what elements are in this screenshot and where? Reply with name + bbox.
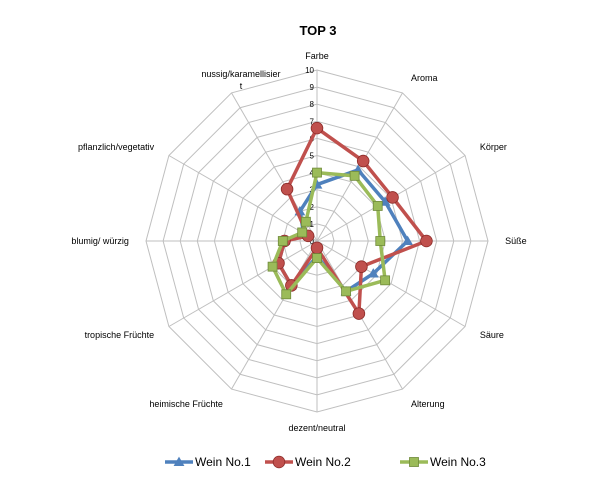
data-point (312, 253, 322, 264)
tick-label: 10 (305, 66, 314, 75)
tick-label: 0 (310, 237, 315, 246)
category-label: Süße (505, 236, 527, 246)
tick-label: 2 (310, 203, 315, 212)
grid-spoke (316, 240, 466, 327)
grid-spoke (168, 155, 318, 242)
legend-label: Wein No.1 (195, 455, 251, 469)
data-point (367, 268, 379, 278)
category-label: blumig/ würzig (71, 236, 129, 246)
tick-label: 4 (310, 169, 315, 178)
data-point (300, 216, 311, 227)
data-point (349, 170, 360, 181)
tick-label: 5 (310, 152, 315, 161)
data-point (375, 236, 386, 246)
data-point (341, 286, 351, 297)
data-point (310, 121, 324, 135)
data-point (272, 455, 286, 469)
data-point (420, 234, 433, 248)
legend: Wein No.1 Wein No.2 Wein No.3 (165, 455, 486, 469)
tick-label: 8 (310, 100, 315, 109)
tick-label: 7 (310, 117, 315, 126)
category-label: tropische Früchte (85, 330, 155, 340)
category-label: Alterung (411, 399, 445, 409)
grid-spoke (231, 92, 318, 242)
category-label: Aroma (411, 73, 438, 83)
data-point (310, 241, 324, 255)
legend-item: Wein No.2 (265, 455, 351, 469)
series-layer (267, 121, 433, 320)
data-point (386, 191, 399, 204)
category-label: Körper (480, 142, 507, 152)
data-point (380, 275, 391, 286)
category-label: nussig/karamellisier t (201, 69, 280, 91)
data-point (297, 227, 308, 238)
data-point (267, 261, 278, 272)
data-point (280, 182, 294, 196)
data-point (277, 236, 288, 246)
chart-title: TOP 3 (299, 23, 336, 38)
data-point (402, 235, 414, 246)
category-label: Farbe (305, 51, 329, 61)
legend-item: Wein No.1 (165, 455, 251, 469)
category-labels: Farbe Aroma Körper Süße Säure Alterung dezent/… (71, 51, 526, 433)
data-point (312, 167, 322, 178)
category-label: Säure (480, 330, 504, 340)
data-point (356, 154, 370, 168)
series-wein-no-2 (272, 121, 433, 320)
data-point (352, 307, 366, 320)
tick-label: 9 (310, 83, 315, 92)
data-point (409, 457, 419, 467)
tick-label: 1 (310, 220, 315, 229)
series-wein-no-3 (267, 167, 391, 300)
legend-label: Wein No.3 (430, 455, 486, 469)
grid-spoke (168, 240, 318, 327)
data-point (281, 289, 292, 300)
data-point (173, 456, 185, 467)
category-label: pflanzlich/vegetativ (78, 142, 155, 152)
data-point (372, 201, 383, 211)
legend-label: Wein No.2 (295, 455, 351, 469)
data-point (355, 260, 368, 273)
category-label: dezent/neutral (288, 423, 345, 433)
series-wein-no-1 (273, 164, 414, 296)
category-label: heimische Früchte (149, 399, 223, 409)
legend-item: Wein No.3 (400, 455, 486, 469)
grid-spoke (316, 92, 403, 242)
radar-grid (145, 69, 489, 413)
